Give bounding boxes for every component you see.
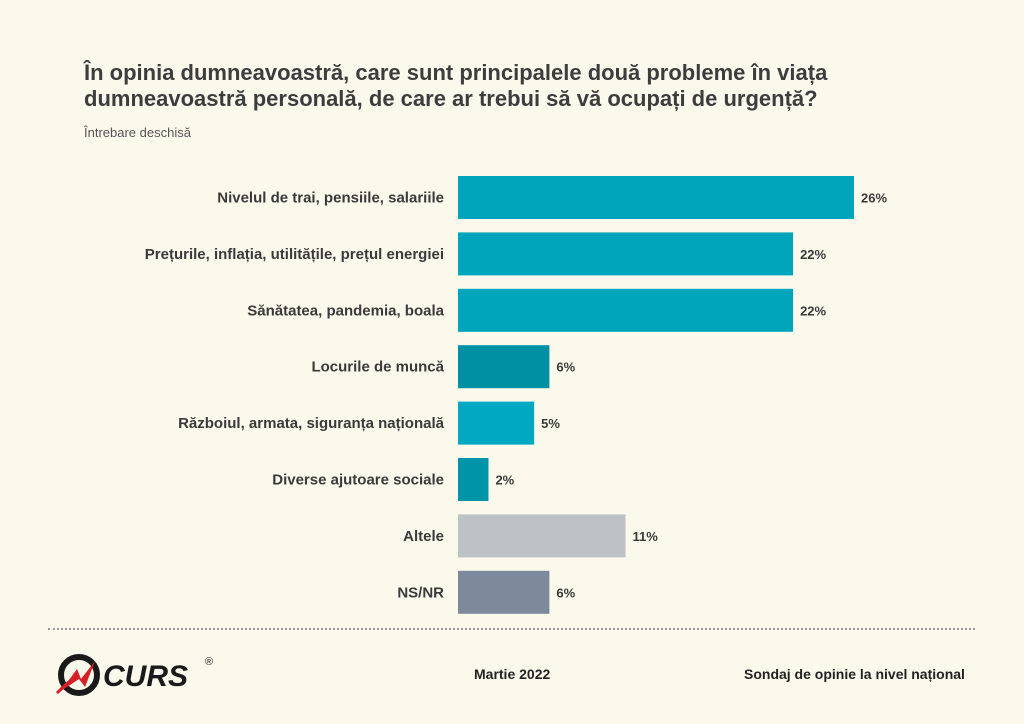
- logo-text: CURS: [103, 660, 188, 693]
- data-label: 5%: [541, 416, 560, 431]
- data-label: 6%: [556, 585, 575, 600]
- category-label: Locurile de muncă: [311, 359, 444, 376]
- category-label: Diverse ajutoare sociale: [272, 472, 444, 489]
- category-label: Altele: [403, 528, 444, 545]
- category-label: Prețurile, inflația, utilitățile, prețul…: [145, 246, 444, 263]
- category-label: Sănătatea, pandemia, boala: [247, 302, 444, 319]
- data-label: 2%: [495, 473, 514, 488]
- bar: [458, 401, 535, 445]
- chart-subtitle: Întrebare deschisă: [84, 125, 191, 140]
- category-label: Războiul, armata, siguranța națională: [178, 415, 445, 432]
- bar: [458, 458, 489, 501]
- data-label: 6%: [556, 360, 575, 375]
- data-label: 11%: [633, 529, 659, 544]
- bar: [458, 514, 626, 558]
- category-label: NS/NR: [397, 584, 444, 601]
- bar-chart: Nivelul de trai, pensiile, salariile 26% P…: [145, 176, 887, 614]
- data-label: 26%: [861, 191, 887, 206]
- curs-logo: CURS ®: [55, 654, 213, 696]
- bar: [458, 345, 550, 389]
- data-label: 22%: [800, 247, 826, 262]
- bar: [458, 232, 794, 276]
- category-label: Nivelul de trai, pensiile, salariile: [217, 190, 444, 207]
- chart-title: În opinia dumneavoastră, care sunt princ…: [84, 60, 828, 111]
- footer-divider: [48, 628, 975, 630]
- data-label: 22%: [800, 303, 826, 318]
- footer-source: Sondaj de opinie la nivel național: [744, 666, 965, 682]
- footer-date: Martie 2022: [474, 666, 551, 682]
- bar: [458, 570, 550, 614]
- bar: [458, 176, 854, 219]
- bar: [458, 288, 794, 332]
- logo-registered-mark: ®: [205, 656, 213, 668]
- logo-swoosh-icon: [55, 654, 100, 696]
